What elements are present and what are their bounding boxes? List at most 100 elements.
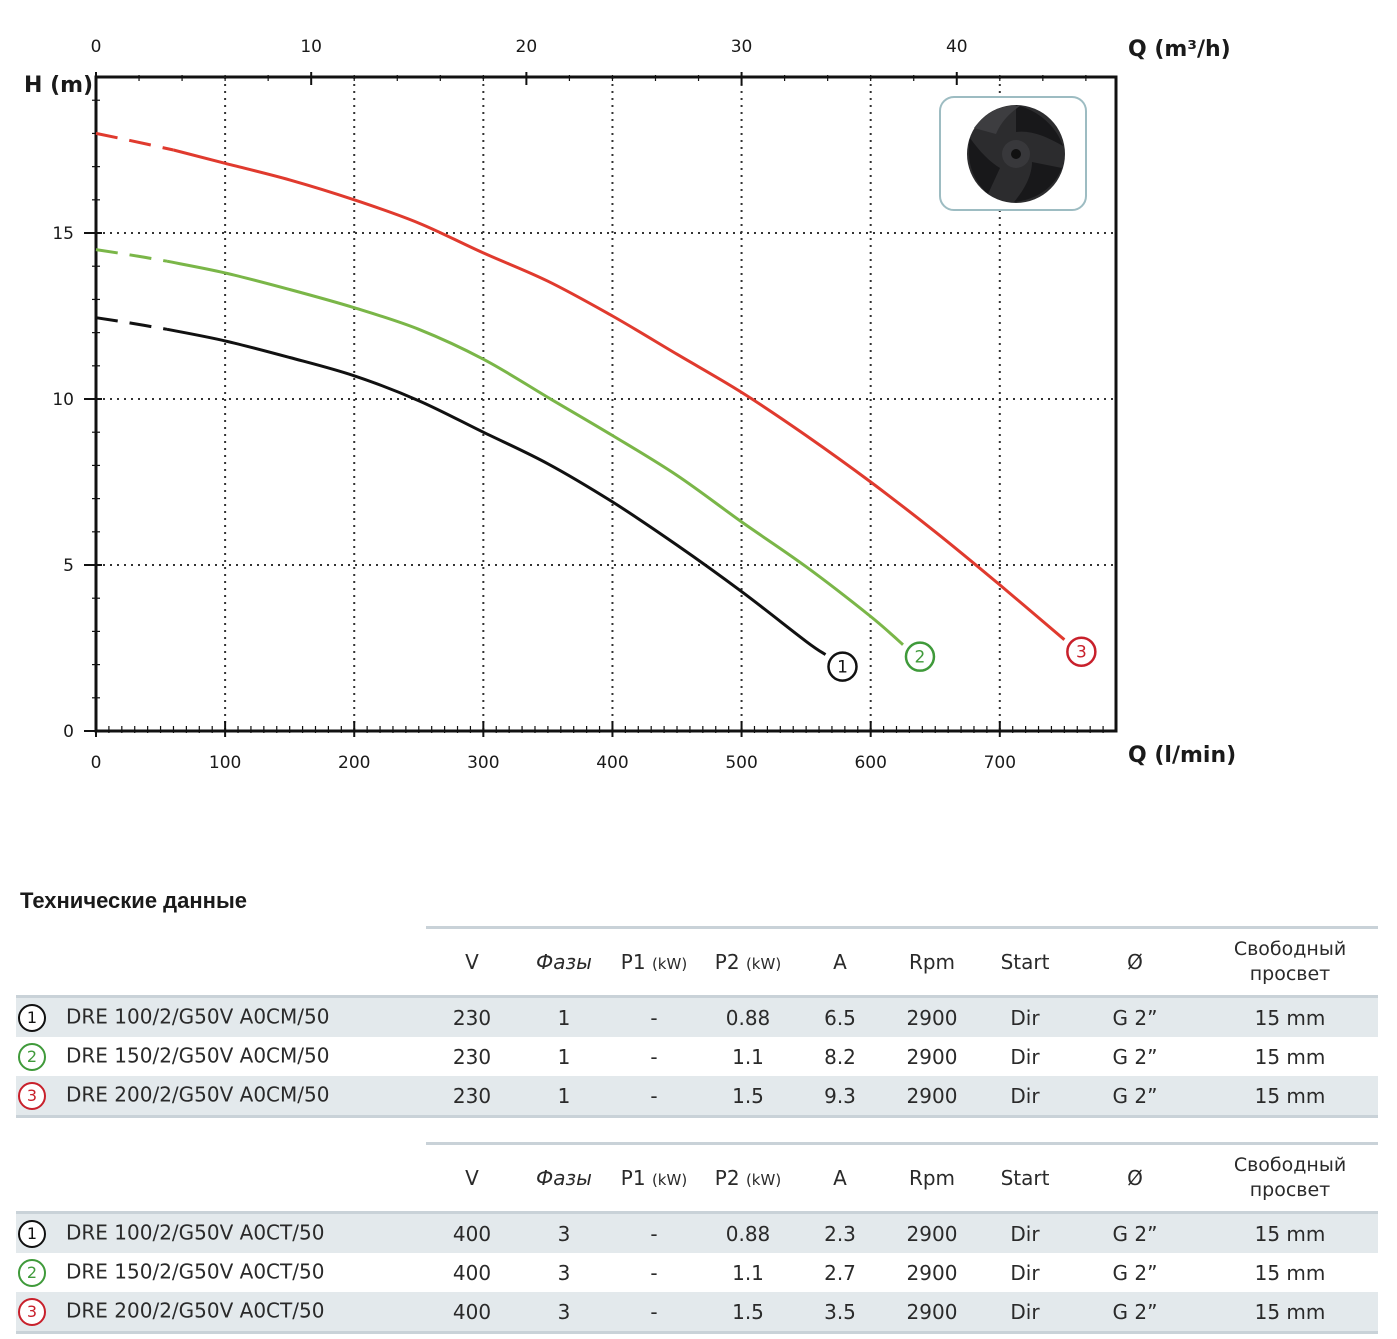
cell-clearance: 15 mm <box>1202 1076 1378 1118</box>
cell-diameter: G 2” <box>1112 1260 1158 1285</box>
tick-label-x: 300 <box>467 753 499 773</box>
tick-label-x: 400 <box>596 753 628 773</box>
curve-marker-3 <box>1066 636 1097 667</box>
curve-3 <box>173 148 1066 641</box>
tick-label-x2: 0 <box>91 37 102 57</box>
col-rpm: Rpm <box>882 1142 982 1214</box>
spec-table-three-phase: V Фазы P1 (kW) P2 (kW) A Rpm Start Ø Сво… <box>16 1142 1378 1334</box>
curve-1 <box>166 327 827 656</box>
model-name: DRE 200/2/G50V A0CT/50 <box>66 1298 325 1322</box>
tick-label-y: 5 <box>63 556 74 576</box>
model-name: DRE 150/2/G50V A0CM/50 <box>66 1043 330 1067</box>
cell-phases: 1 <box>518 996 610 1037</box>
cell-diameter: G 2” <box>1068 1292 1202 1334</box>
col-p2: P2 (kW) <box>698 926 798 998</box>
col-clearance: Свободный просвет <box>1202 1142 1378 1214</box>
tick-label-x2: 40 <box>946 37 968 57</box>
curve-1-dashed <box>95 316 168 331</box>
axis-ticks <box>84 72 1104 737</box>
tick-label-x: 200 <box>338 753 370 773</box>
cell-clearance: 15 mm <box>1202 1212 1378 1253</box>
tick-label-x: 600 <box>854 753 886 773</box>
table-row: 1 DRE 100/2/G50V A0CM/50 230 1 - 0.88 6.5… <box>16 996 1378 1037</box>
series-3-badge: 3 <box>18 1297 46 1326</box>
cell-a: 9.3 <box>798 1076 882 1118</box>
cell-a: 2.3 <box>798 1212 882 1253</box>
curve-marker-1 <box>827 651 858 682</box>
series-2-badge: 2 <box>18 1042 46 1071</box>
cell-p2: 1.1 <box>732 1260 764 1285</box>
cell-phases: 3 <box>557 1260 571 1285</box>
curve-3-dashed <box>95 131 174 152</box>
series-1-badge: 1 <box>18 1219 46 1248</box>
cell-v: 230 <box>426 996 518 1037</box>
series-3-badge: 3 <box>18 1081 46 1110</box>
cell-phases: 3 <box>518 1292 610 1334</box>
col-a: A <box>798 926 882 998</box>
tick-label-x: 500 <box>725 753 757 773</box>
cell-a: 8.2 <box>824 1044 856 1069</box>
impeller-image <box>939 96 1087 211</box>
table-row: 2 DRE 150/2/G50V A0CT/50 400 3 - 1.1 2.7 … <box>16 1253 1378 1292</box>
curve-marker-label-3: 3 <box>1076 643 1087 663</box>
table-row: 3 DRE 200/2/G50V A0CT/50 400 3 - 1.5 3.5 … <box>16 1292 1378 1334</box>
model-name: DRE 100/2/G50V A0CM/50 <box>66 1004 330 1028</box>
cell-p2: 1.1 <box>732 1044 764 1069</box>
cell-p1: - <box>610 1292 698 1334</box>
col-clearance: Свободный просвет <box>1202 926 1378 998</box>
cell-phases: 3 <box>518 1212 610 1253</box>
model-name: DRE 150/2/G50V A0CT/50 <box>66 1259 325 1283</box>
col-a: A <box>798 1142 882 1214</box>
spec-table-single-phase: V Фазы P1 (kW) P2 (kW) A Rpm Start Ø Сво… <box>16 926 1378 1118</box>
series-1-badge: 1 <box>18 1003 46 1032</box>
cell-a: 3.5 <box>798 1292 882 1334</box>
cell-rpm: 2900 <box>882 996 982 1037</box>
cell-v: 230 <box>426 1076 518 1118</box>
cell-p1: - <box>650 1044 658 1069</box>
model-name: DRE 200/2/G50V A0CM/50 <box>66 1082 330 1106</box>
curve-markers: 1 2 3 <box>827 636 1097 682</box>
cell-diameter: G 2” <box>1112 1044 1158 1069</box>
series-2-badge: 2 <box>18 1258 46 1287</box>
curve-2 <box>166 259 904 646</box>
cell-p1: - <box>650 1260 658 1285</box>
tick-label-x2: 20 <box>516 37 538 57</box>
spec-title: Технические данные <box>20 888 247 913</box>
cell-rpm: 2900 <box>882 1212 982 1253</box>
table-row: 1 DRE 100/2/G50V A0CT/50 400 3 - 0.88 2.3… <box>16 1212 1378 1253</box>
cell-v: 400 <box>426 1212 518 1253</box>
col-p2: P2 (kW) <box>698 1142 798 1214</box>
col-rpm: Rpm <box>882 926 982 998</box>
cell-clearance: 15 mm <box>1202 996 1378 1037</box>
tick-label-x: 100 <box>209 753 241 773</box>
cell-p2: 0.88 <box>698 1212 798 1253</box>
table-row: 2 DRE 150/2/G50V A0CM/50 230 1 - 1.1 8.2 … <box>16 1037 1378 1076</box>
col-diameter: Ø <box>1068 1142 1202 1214</box>
cell-diameter: G 2” <box>1068 1212 1202 1253</box>
y-axis-label: H (m) <box>24 73 93 98</box>
col-phases: Фазы <box>518 926 610 998</box>
col-p1: P1 (kW) <box>610 1142 698 1214</box>
cell-v: 230 <box>452 1044 492 1069</box>
cell-p2: 1.5 <box>698 1292 798 1334</box>
cell-start: Dir <box>982 1212 1068 1253</box>
cell-clearance: 15 mm <box>1254 1260 1326 1285</box>
cell-p1: - <box>610 996 698 1037</box>
curve-marker-label-1: 1 <box>837 658 848 678</box>
x-axis-label: Q (l/min) <box>1128 743 1236 768</box>
tick-label-y: 0 <box>63 722 74 742</box>
curve-2-dashed <box>95 248 168 263</box>
cell-rpm: 2900 <box>882 1076 982 1118</box>
curve-marker-label-2: 2 <box>915 648 926 668</box>
tick-label-y: 15 <box>52 224 74 244</box>
col-v: V <box>426 1142 518 1214</box>
grid-lines <box>96 77 1116 731</box>
cell-start: Dir <box>1010 1260 1040 1285</box>
cell-v: 400 <box>452 1260 492 1285</box>
cell-clearance: 15 mm <box>1254 1044 1326 1069</box>
cell-rpm: 2900 <box>906 1044 958 1069</box>
tick-label-x2: 10 <box>300 37 322 57</box>
cell-start: Dir <box>1010 1044 1040 1069</box>
